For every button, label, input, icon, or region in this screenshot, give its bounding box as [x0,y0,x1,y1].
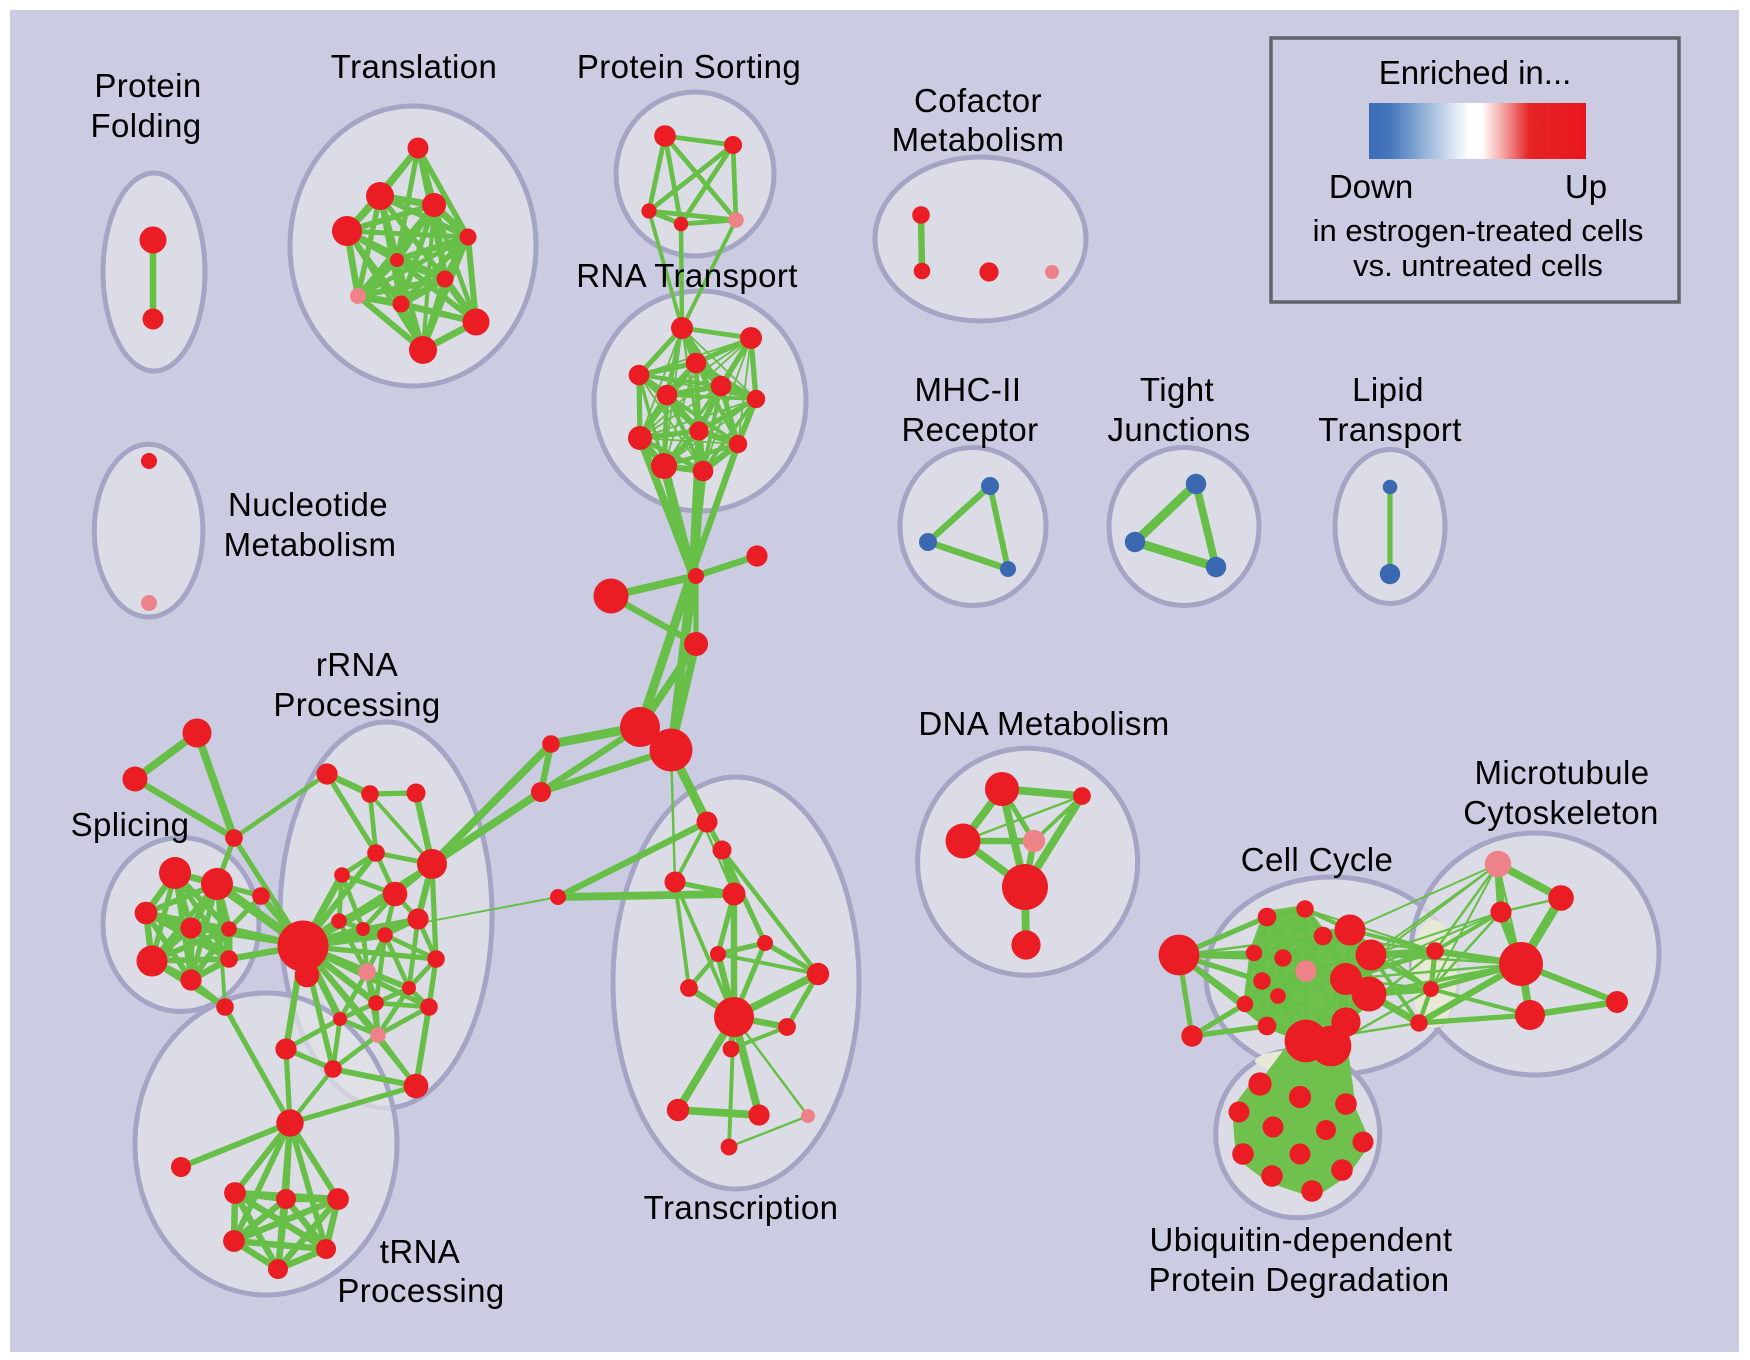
svg-text:MHC-II: MHC-II [915,371,1022,408]
svg-text:Splicing: Splicing [71,806,190,843]
svg-text:tRNA: tRNA [380,1233,460,1270]
svg-text:Translation: Translation [331,48,497,85]
svg-text:Cofactor: Cofactor [914,82,1042,119]
svg-text:Transport: Transport [1318,411,1462,448]
svg-text:Processing: Processing [273,686,440,723]
svg-text:Tight: Tight [1140,371,1214,408]
svg-text:rRNA: rRNA [316,646,398,683]
svg-text:Cell Cycle: Cell Cycle [1241,841,1394,878]
svg-text:Ubiquitin-dependent: Ubiquitin-dependent [1150,1221,1453,1258]
svg-text:Enriched in...: Enriched in... [1379,54,1572,91]
svg-text:DNA Metabolism: DNA Metabolism [918,705,1169,742]
svg-text:vs. untreated cells: vs. untreated cells [1353,248,1603,283]
svg-text:Down: Down [1329,168,1413,205]
svg-text:Protein Sorting: Protein Sorting [577,48,801,85]
svg-text:RNA Transport: RNA Transport [576,257,798,294]
svg-text:Protein Degradation: Protein Degradation [1148,1261,1449,1298]
svg-text:Receptor: Receptor [901,411,1038,448]
svg-text:Junctions: Junctions [1107,411,1250,448]
svg-text:Microtubule: Microtubule [1475,754,1650,791]
svg-text:Nucleotide: Nucleotide [228,486,388,523]
svg-text:Metabolism: Metabolism [224,526,397,563]
svg-text:Folding: Folding [90,107,201,144]
svg-text:Lipid: Lipid [1352,371,1424,408]
svg-text:in estrogen-treated cells: in estrogen-treated cells [1313,213,1644,248]
svg-text:Up: Up [1565,168,1607,205]
svg-text:Processing: Processing [337,1272,504,1309]
svg-text:Cytoskeleton: Cytoskeleton [1463,794,1659,831]
svg-text:Transcription: Transcription [644,1189,839,1226]
svg-text:Metabolism: Metabolism [892,121,1065,158]
svg-text:Protein: Protein [94,67,201,104]
